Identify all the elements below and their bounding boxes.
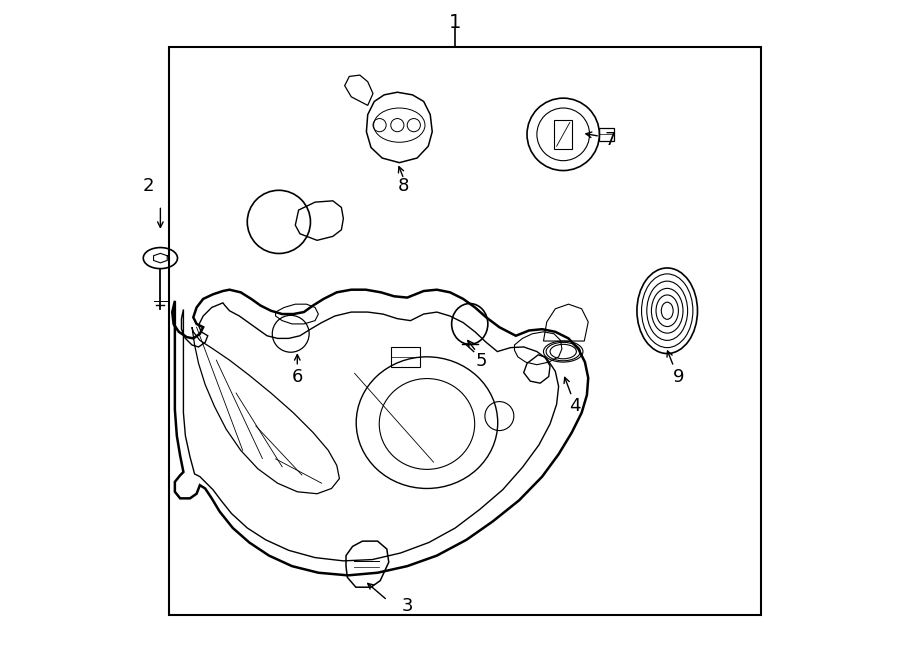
Bar <box>169 48 760 615</box>
Text: 8: 8 <box>398 176 410 195</box>
Text: 7: 7 <box>604 131 616 149</box>
Text: 9: 9 <box>673 368 685 385</box>
Text: 3: 3 <box>401 597 413 615</box>
Text: 4: 4 <box>570 397 580 415</box>
Text: 6: 6 <box>292 368 303 385</box>
Bar <box>554 120 572 149</box>
Bar <box>599 128 614 141</box>
Text: 5: 5 <box>476 352 487 370</box>
Text: 1: 1 <box>449 13 462 32</box>
Text: 2: 2 <box>143 176 154 195</box>
Bar <box>391 347 419 367</box>
